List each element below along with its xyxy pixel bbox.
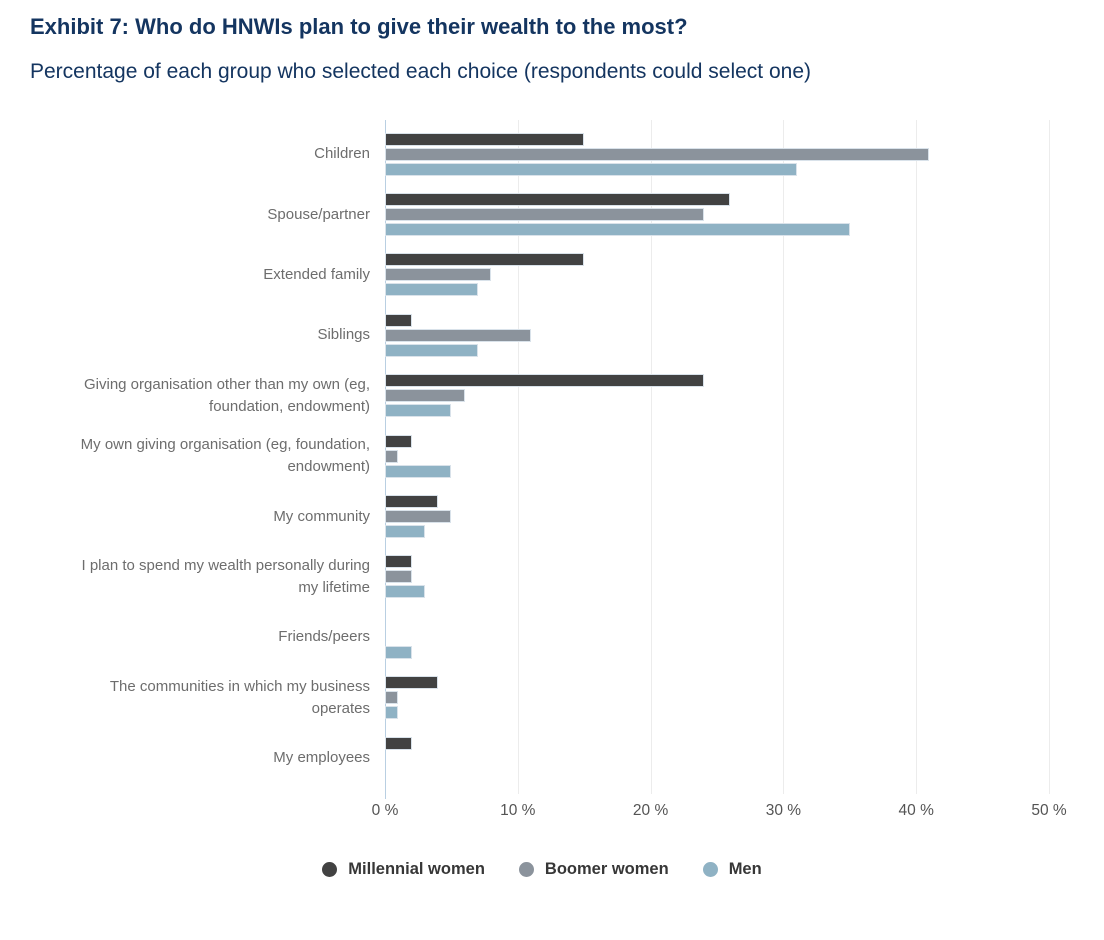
- bar-millennial-women: [385, 555, 412, 569]
- category-label: Children: [314, 145, 370, 163]
- category-label: Siblings: [317, 326, 370, 344]
- exhibit-subtitle: Percentage of each group who selected ea…: [30, 60, 811, 83]
- bar-men: [385, 525, 425, 539]
- legend-label: Boomer women: [544, 860, 669, 879]
- chart-row-giving-organisation-other-than: Giving organisation other than my own (e…: [0, 366, 1104, 426]
- bar-men: [385, 404, 452, 418]
- legend: Millennial women Boomer women Men: [0, 860, 1084, 879]
- bar-millennial-women: [385, 132, 585, 146]
- bar-men: [385, 343, 478, 357]
- chart-row-my-employees: My employees: [0, 728, 1104, 788]
- bar-millennial-women: [385, 495, 439, 509]
- plot-rows: Children Spouse/partner Extended family Sib…: [0, 120, 1104, 800]
- bar-boomer-women: [385, 691, 399, 705]
- bar-boomer-women: [385, 510, 452, 524]
- bar-millennial-women: [385, 374, 704, 388]
- bar-men: [385, 283, 478, 297]
- page: Exhibit 7: Who do HNWIs plan to give the…: [0, 0, 1104, 879]
- bar-boomer-women: [385, 208, 704, 222]
- bar-chart: Children Spouse/partner Extended family Sib…: [0, 120, 1104, 879]
- category-label: Friends/peers: [278, 628, 370, 646]
- chart-row-the-communities-in-which-my-bu: The communities in which my business ope…: [0, 668, 1104, 728]
- bar-millennial-women: [385, 434, 412, 448]
- bar-group: [385, 193, 1065, 237]
- bar-boomer-women: [385, 570, 412, 584]
- bar-millennial-women: [385, 676, 439, 690]
- legend-label: Men: [728, 860, 762, 879]
- bar-group: [385, 616, 1065, 659]
- bar-group: [385, 253, 1065, 297]
- x-tick-label-10: 10 %: [500, 802, 536, 820]
- chart-row-i-plan-to-spend-my-wealth-pers: I plan to spend my wealth personally dur…: [0, 547, 1104, 607]
- chart-row-spouse-partner: Spouse/partner: [0, 184, 1104, 244]
- legend-label: Millennial women: [348, 860, 485, 879]
- bar-boomer-women: [385, 147, 930, 161]
- category-label: My employees: [273, 749, 370, 767]
- bar-group: [385, 555, 1065, 599]
- bar-men: [385, 464, 452, 478]
- bar-millennial-women: [385, 253, 585, 267]
- bar-group: [385, 132, 1065, 176]
- category-label: I plan to spend my wealth personally dur…: [81, 557, 370, 596]
- bar-millennial-women: [385, 736, 412, 750]
- exhibit-title: Exhibit 7: Who do HNWIs plan to give the…: [30, 14, 688, 39]
- bar-boomer-women: [385, 449, 399, 463]
- legend-dot-men: [702, 862, 718, 878]
- chart-row-extended-family: Extended family: [0, 245, 1104, 305]
- chart-row-friends-peers: Friends/peers: [0, 607, 1104, 667]
- x-axis: 0 % 10 % 20 % 30 % 40 % 50 %: [372, 798, 1067, 824]
- bar-group: [385, 495, 1065, 539]
- bar-millennial-women: [385, 193, 731, 207]
- x-tick-label-30: 30 %: [765, 802, 802, 820]
- bar-boomer-women: [385, 328, 532, 342]
- bar-men: [385, 585, 425, 599]
- header: Exhibit 7: Who do HNWIs plan to give the…: [0, 0, 1104, 86]
- bar-men: [385, 162, 797, 176]
- x-tick-label-40: 40 %: [898, 802, 934, 820]
- legend-item-men: Men: [702, 860, 762, 879]
- x-tick-label-20: 20 %: [632, 802, 669, 820]
- bar-men: [385, 223, 850, 237]
- bar-group: [385, 313, 1065, 357]
- bar-group: [385, 434, 1065, 478]
- chart-row-my-own-giving-organisation-eg-: My own giving organisation (eg, foundati…: [0, 426, 1104, 486]
- category-label: Extended family: [263, 266, 370, 284]
- category-label: Spouse/partner: [267, 205, 370, 223]
- category-label: Giving organisation other than my own (e…: [84, 376, 370, 415]
- legend-dot-boomer-women: [518, 862, 534, 878]
- bar-men: [385, 645, 412, 659]
- category-label: My own giving organisation (eg, foundati…: [80, 436, 370, 476]
- bar-group: [385, 736, 1065, 780]
- bar-millennial-women: [385, 313, 412, 327]
- chart-row-siblings: Siblings: [0, 305, 1104, 365]
- bar-boomer-women: [385, 389, 465, 403]
- legend-item-millennial-women: Millennial women: [322, 860, 485, 879]
- category-label: My community: [273, 507, 370, 525]
- bar-group: [385, 374, 1065, 418]
- category-label: The communities in which my business ope…: [109, 677, 370, 717]
- legend-dot-millennial-women: [322, 862, 338, 878]
- x-tick-label-0: 0 %: [371, 802, 399, 820]
- bar-boomer-women: [385, 268, 492, 282]
- chart-row-my-community: My community: [0, 486, 1104, 546]
- chart-row-children: Children: [0, 124, 1104, 184]
- bar-group: [385, 676, 1065, 720]
- legend-item-boomer-women: Boomer women: [518, 860, 669, 879]
- x-tick-label-50: 50 %: [1031, 802, 1067, 820]
- bar-men: [385, 706, 399, 720]
